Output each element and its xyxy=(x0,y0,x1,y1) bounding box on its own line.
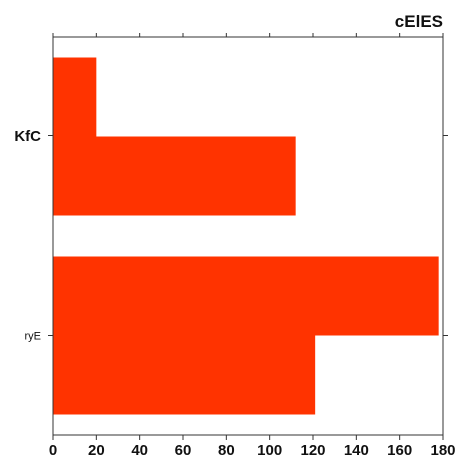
x-tick-label: 120 xyxy=(300,442,325,459)
x-axis: 0 20 40 60 80 100 120 140 160 180 xyxy=(49,33,456,459)
x-tick-label: 0 xyxy=(49,442,57,459)
x-tick-label: 20 xyxy=(88,442,105,459)
y-axis: KfC ryE xyxy=(14,128,448,342)
y-category-label: KfC xyxy=(14,128,41,145)
bar-kfc-1 xyxy=(53,57,97,137)
x-tick-label: 80 xyxy=(218,442,235,459)
x-tick-label: 140 xyxy=(344,442,369,459)
chart-title: cElES xyxy=(395,12,443,31)
x-tick-label: 60 xyxy=(175,442,192,459)
bar-rye-2 xyxy=(53,335,316,415)
plot-frame xyxy=(52,36,444,436)
bar-kfc-2 xyxy=(53,136,296,216)
x-tick-label: 180 xyxy=(430,442,455,459)
y-category-label: ryE xyxy=(25,330,42,342)
x-tick-label: 40 xyxy=(131,442,148,459)
bar-rye-1 xyxy=(53,256,439,336)
bars-group xyxy=(53,57,439,415)
x-tick-label: 100 xyxy=(257,442,282,459)
x-tick-label: 160 xyxy=(387,442,412,459)
